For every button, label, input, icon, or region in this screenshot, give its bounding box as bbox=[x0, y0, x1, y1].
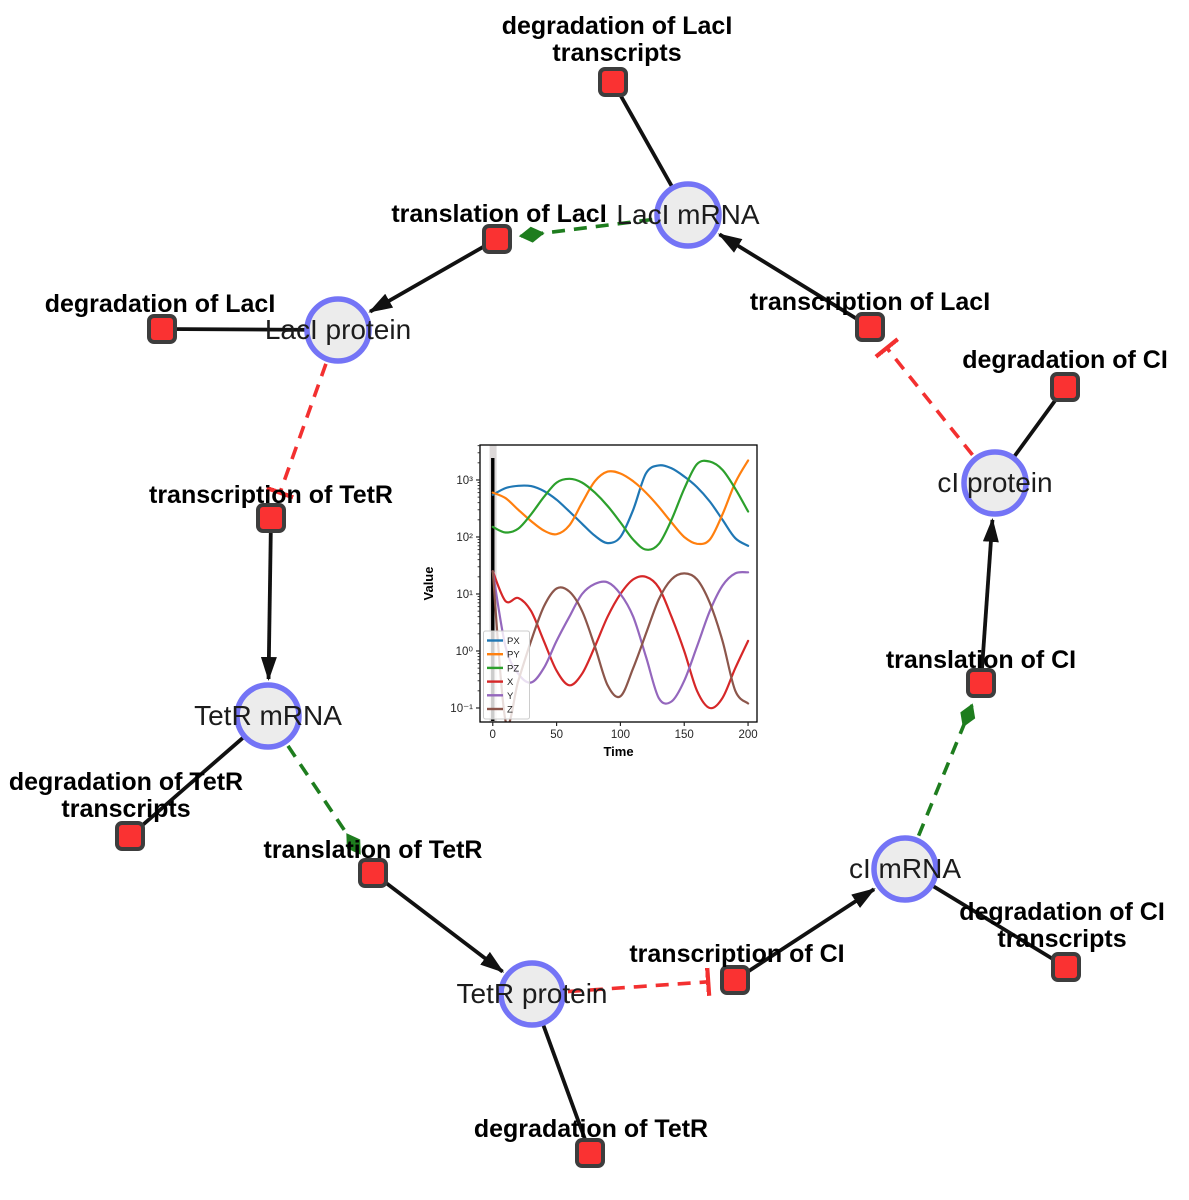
reaction-node-deg_laci_tx[interactable] bbox=[598, 67, 628, 97]
reaction-node-deg_ci[interactable] bbox=[1050, 372, 1080, 402]
reaction-nodes-layer bbox=[115, 67, 1081, 1168]
chart-legend-label-PZ: PZ bbox=[507, 663, 519, 674]
chart-x-tick-100: 100 bbox=[611, 729, 630, 741]
reaction-node-tr_ci[interactable] bbox=[720, 965, 750, 995]
reaction-label-tl_ci: translation of CI bbox=[886, 646, 1076, 674]
reaction-node-deg_ci_tx[interactable] bbox=[1051, 952, 1081, 982]
edge-laci_prot-to-tr_tetr bbox=[280, 363, 328, 493]
edge-tetr_prot-to-tr_ci bbox=[567, 982, 708, 992]
edge-tr_laci-to-laci_mrna bbox=[717, 232, 871, 329]
reaction-node-tr_tetr[interactable] bbox=[256, 503, 286, 533]
species-label-laci_prot: LacI protein bbox=[265, 314, 411, 345]
reaction-node-tr_laci[interactable] bbox=[855, 312, 885, 342]
chart-legend-label-PX: PX bbox=[507, 636, 520, 647]
species-label-ci_mrna: cI mRNA bbox=[849, 853, 961, 884]
chart-x-tick-50: 50 bbox=[550, 729, 563, 741]
species-node-ci_mrna[interactable] bbox=[871, 835, 939, 903]
reaction-label-deg_laci_tx: degradation of LacI transcripts bbox=[502, 12, 733, 67]
chart-legend-item-PX: PX bbox=[487, 636, 520, 647]
chart-series-PZ bbox=[491, 459, 750, 551]
species-label-tetr_prot: TetR protein bbox=[457, 978, 608, 1009]
chart-legend-item-Z: Z bbox=[487, 705, 513, 716]
chart-legend-item-PZ: PZ bbox=[487, 663, 519, 674]
chart-series-Y bbox=[491, 570, 750, 705]
species-label-ci_prot: cI protein bbox=[937, 467, 1052, 498]
edge-tl_tetr-to-tetr_prot bbox=[371, 871, 505, 974]
reaction-node-deg_laci[interactable] bbox=[147, 314, 177, 344]
reaction-label-tr_tetr: transcription of TetR bbox=[149, 481, 393, 509]
edge-laci_mrna-to-tl_laci bbox=[518, 217, 653, 243]
labels-layer: LacI mRNA LacI protein TetR mRNA TetR prote… bbox=[9, 12, 1168, 1143]
chart-y-tick--1: 10⁻¹ bbox=[450, 703, 473, 715]
chart-series-layer bbox=[491, 459, 750, 722]
reaction-label-deg_tetr: degradation of TetR bbox=[474, 1115, 708, 1143]
edge-tr_tetr-to-tetr_mrna bbox=[260, 517, 277, 682]
chart-x-tick-0: 0 bbox=[490, 729, 496, 741]
species-nodes-layer bbox=[234, 181, 1029, 1028]
reaction-label-deg_ci: degradation of CI bbox=[962, 346, 1168, 374]
chart-legend-item-Y: Y bbox=[487, 691, 514, 702]
reaction-label-deg_laci: degradation of LacI bbox=[45, 290, 276, 318]
reaction-label-tl_tetr: translation of TetR bbox=[264, 836, 483, 864]
reaction-label-deg_tetr_tx: degradation of TetR transcripts bbox=[9, 768, 243, 823]
chart-legend: PX PY PZ XYZ bbox=[483, 630, 530, 720]
reaction-label-tr_ci: transcription of CI bbox=[629, 940, 844, 968]
chart-axes-box bbox=[479, 444, 758, 723]
chart-legend-label-X: X bbox=[507, 677, 514, 688]
chart-legend-label-Y: Y bbox=[507, 691, 514, 702]
species-node-tetr_mrna[interactable] bbox=[234, 682, 302, 750]
reaction-node-tl_tetr[interactable] bbox=[358, 858, 388, 888]
chart-x-tick-150: 150 bbox=[675, 729, 694, 741]
chart-series-Z bbox=[491, 570, 750, 722]
edge-tl_laci-to-laci_prot bbox=[368, 237, 498, 314]
chart-ticks: 0 50 100 150 200 10⁻¹ 10⁰ 10¹ 10² 10³ bbox=[450, 445, 758, 741]
chart-y-tick-1: 10¹ bbox=[456, 589, 473, 601]
edge-tr_ci-to-ci_mrna bbox=[733, 887, 876, 982]
chart-legend-label-Z: Z bbox=[507, 705, 513, 716]
edge-tl_ci-to-ci_prot bbox=[979, 517, 999, 684]
reaction-label-deg_ci_tx: degradation of CI transcripts bbox=[959, 898, 1165, 953]
reaction-node-tl_ci[interactable] bbox=[966, 668, 996, 698]
species-node-laci_prot[interactable] bbox=[304, 296, 372, 364]
edge-ci_prot-to-tr_laci bbox=[887, 348, 974, 457]
reaction-node-deg_tetr_tx[interactable] bbox=[115, 821, 145, 851]
inset-chart: 0 50 100 150 20010⁻¹10⁰10¹10²10³TimeValuePXP… bbox=[421, 444, 758, 759]
chart-legend-item-PY: PY bbox=[487, 650, 520, 661]
chart-y-tick-2: 10² bbox=[456, 532, 473, 544]
chart-ylabel: Value bbox=[421, 567, 436, 601]
species-node-ci_prot[interactable] bbox=[961, 449, 1029, 517]
edge-ci_mrna-to-tl_ci bbox=[916, 703, 976, 837]
chart-x-tick-200: 200 bbox=[738, 729, 757, 741]
chart-series-PX bbox=[491, 464, 750, 547]
chart-y-tick-0: 10⁰ bbox=[456, 646, 474, 658]
chart-xlabel: Time bbox=[603, 744, 633, 759]
chart-y-tick-3: 10³ bbox=[456, 475, 473, 487]
reaction-label-tl_laci: translation of LacI bbox=[391, 200, 606, 228]
species-node-laci_mrna[interactable] bbox=[654, 181, 722, 249]
chart-legend-item-X: X bbox=[487, 677, 514, 688]
chart-legend-label-PY: PY bbox=[507, 650, 520, 661]
reaction-node-deg_tetr[interactable] bbox=[575, 1138, 605, 1168]
chart-series-PY bbox=[491, 459, 750, 546]
species-node-tetr_prot[interactable] bbox=[498, 960, 566, 1028]
reaction-label-tr_laci: transcription of LacI bbox=[750, 288, 990, 316]
species-label-laci_mrna: LacI mRNA bbox=[616, 199, 759, 230]
species-label-tetr_mrna: TetR mRNA bbox=[194, 700, 342, 731]
reaction-node-tl_laci[interactable] bbox=[482, 224, 512, 254]
